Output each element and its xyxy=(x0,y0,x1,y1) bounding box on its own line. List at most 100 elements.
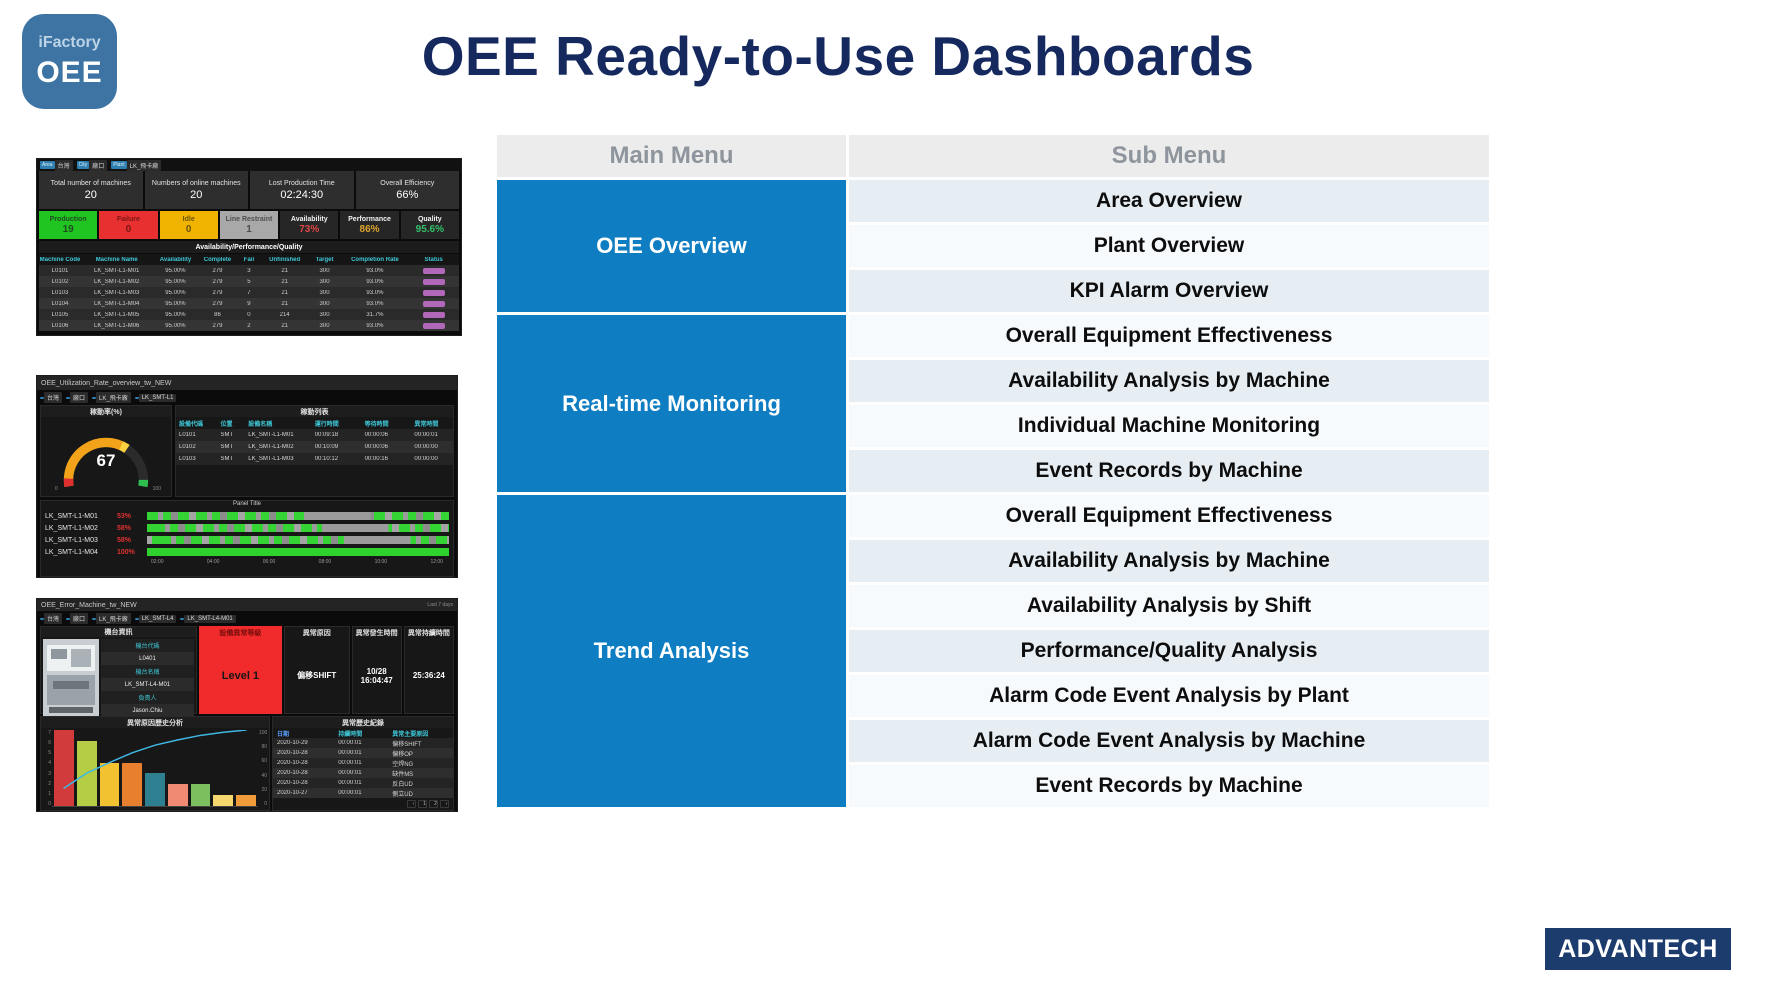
table-body: 2020-10-29 00:00:01 偏移SHIFT 2020-10-28 0… xyxy=(273,738,453,798)
field-label: 機台名稱 xyxy=(101,665,194,678)
alarm-level-panel: 設備異常等級 Level 1 xyxy=(198,626,282,714)
field-label: 負責人 xyxy=(101,691,194,704)
dashboard2-titlebar: OEE_Utilization_Rate_overview_tw_NEW xyxy=(37,376,457,390)
dashboard3-titlebar: OEE_Error_Machine_tw_NEW Last 7 days xyxy=(37,599,457,611)
filter-dropdown[interactable]: 台灣 xyxy=(40,613,63,624)
list-title: 稼動列表 xyxy=(176,406,453,417)
filter-dropdown[interactable]: Plant LK_飛卡廠 xyxy=(111,159,162,171)
filter-dropdown[interactable]: City 廠口 xyxy=(76,159,108,171)
table-row: L0105 LK_SMT-L1-M05 95.00% 86 0 214 300 … xyxy=(39,309,459,320)
timeline-bar xyxy=(147,512,449,520)
timeline-bar xyxy=(147,536,449,544)
pareto-bar xyxy=(190,784,211,806)
status-badge xyxy=(422,300,445,307)
page-button[interactable]: › xyxy=(440,800,449,808)
table-header-row: Machine Code Machine Name Availability C… xyxy=(39,254,459,265)
kpi-total-machines: Total number of machines 20 xyxy=(39,171,143,209)
utilization-pct: 53% xyxy=(117,512,132,520)
dashboard1-machine-table: Machine Code Machine Name Availability C… xyxy=(39,254,459,335)
filter-dropdown[interactable]: LK_飛卡廠 xyxy=(92,613,131,624)
tile-line-restraint: Line Restraint 1 xyxy=(219,211,279,239)
sub-menu-item: Event Records by Machine xyxy=(849,450,1489,492)
pareto-bar xyxy=(213,795,234,806)
dashboard2-title: OEE_Utilization_Rate_overview_tw_NEW xyxy=(41,379,172,387)
gauge-min: 0 xyxy=(55,486,58,492)
menu-table: Main Menu Sub Menu OEE Overview Area Ove… xyxy=(497,135,1489,810)
machine-info-fields: 機台代碼 L0401 機台名稱 LK_SMT-L4-M01 負責人 Jason.… xyxy=(101,639,194,717)
utilization-gauge-panel: 稼動率(%) 67 0 100 xyxy=(40,405,172,497)
machine-info-title: 機台資訊 xyxy=(41,627,196,637)
sub-menu-item: Area Overview xyxy=(849,180,1489,222)
page-button[interactable]: ‹ xyxy=(407,800,416,808)
tile-quality: Quality 95.6% xyxy=(400,211,459,239)
filter-value: 台灣 xyxy=(44,613,63,624)
alarm-duration-value: 25:36:24 xyxy=(412,671,445,680)
table-row: L0102 LK_SMT-L1-M02 95.00% 279 5 21 300 … xyxy=(39,276,459,287)
field-value: Jason.Chiu xyxy=(101,704,194,717)
table-row: 2020-10-27 00:00:01 側立UD xyxy=(273,788,453,798)
table-body: L0101 SMT LK_SMT-L1-M01 00:09:18 00:00:0… xyxy=(176,429,453,465)
utilization-pct: 58% xyxy=(117,524,132,532)
advantech-logo-text: ADVANTECH xyxy=(1558,934,1718,963)
status-badge xyxy=(422,278,445,285)
page-button[interactable]: 1 xyxy=(418,800,427,808)
table-row: L0103 LK_SMT-L1-M03 95.00% 279 7 21 300 … xyxy=(39,287,459,298)
pareto-bar xyxy=(145,773,165,806)
pareto-bar xyxy=(122,762,143,806)
kpi-online-machines: Numbers of online machines 20 xyxy=(144,171,248,209)
page-button[interactable]: 2 xyxy=(429,800,438,808)
pareto-bar xyxy=(99,762,120,806)
tile-idle: Idle 0 xyxy=(159,211,218,239)
filter-dropdown[interactable]: 廠口 xyxy=(66,392,89,403)
filter-tag xyxy=(66,617,71,620)
sub-menu-header: Sub Menu xyxy=(849,135,1489,177)
tile-performance: Performance 86% xyxy=(340,211,399,239)
machine-name: LK_SMT-L1-M03 xyxy=(45,536,98,544)
gauge-title: 稼動率(%) xyxy=(41,406,171,417)
dashboard2-filterbar: 台灣 廠口 LK_飛卡廠 LK_SMT-L1 xyxy=(37,390,457,405)
table-row: 2020-10-28 00:00:01 反白UD xyxy=(273,778,453,788)
time-axis-label: 04:00 xyxy=(206,559,220,565)
timeline-rows: LK_SMT-L1-M01 53% LK_SMT-L1-M02 58% LK_S… xyxy=(41,510,453,558)
dashboard-error-machine-screenshot: OEE_Error_Machine_tw_NEW Last 7 days 台灣 … xyxy=(36,598,458,812)
time-range-label[interactable]: Last 7 days xyxy=(427,602,453,608)
menu-group-oee-overview: OEE Overview Area Overview Plant Overview… xyxy=(497,180,1489,315)
filter-dropdown[interactable]: LK_SMT-L1 xyxy=(134,393,177,402)
advantech-logo: ADVANTECH xyxy=(1545,928,1731,970)
filter-dropdown[interactable]: Area 台灣 xyxy=(40,159,73,171)
table-row: L0102 SMT LK_SMT-L1-M02 00:10:09 00:00:0… xyxy=(176,441,453,453)
sub-menu-item: Availability Analysis by Machine xyxy=(849,360,1489,402)
filter-tag xyxy=(180,617,185,620)
ifactory-oee-logo: iFactory OEE xyxy=(22,14,117,109)
dashboard1-status-row: Production 19 Failure 0 Idle 0 Line Rest… xyxy=(37,209,461,241)
cumulative-line xyxy=(52,730,258,806)
table-row: 2020-10-28 00:00:01 缺件MS xyxy=(273,768,453,778)
machine-info-panel: 機台資訊 機台代碼 L0401 xyxy=(40,626,197,717)
filter-tag xyxy=(134,396,139,399)
gauge-value: 67 xyxy=(96,451,116,470)
filter-dropdown[interactable]: LK_SMT-L4-M01 xyxy=(180,614,236,623)
time-axis-label: 02:00 xyxy=(151,559,164,565)
filter-tag xyxy=(40,396,44,399)
filter-value: 廠口 xyxy=(70,613,89,624)
tile-availability: Availability 73% xyxy=(280,211,339,239)
filter-value: LK_飛卡廠 xyxy=(96,392,131,403)
filter-dropdown[interactable]: 台灣 xyxy=(40,392,63,403)
main-menu-cell: Trend Analysis xyxy=(497,495,846,807)
filter-dropdown[interactable]: LK_SMT-L4 xyxy=(134,614,177,623)
sub-menu-item: Event Records by Machine xyxy=(849,765,1489,807)
sub-menu-item: Alarm Code Event Analysis by Machine xyxy=(849,720,1489,762)
filter-value: LK_SMT-L4-M01 xyxy=(184,614,236,623)
kpi-lost-production-time: Lost Production Time 02:24:30 xyxy=(250,171,354,209)
table-header-row: 設備代碼 位置 設備名稱 運行時間 等待時間 異常時間 xyxy=(179,421,439,428)
menu-group-real-time-monitoring: Real-time Monitoring Overall Equipment E… xyxy=(497,315,1489,495)
main-menu-header: Main Menu xyxy=(497,135,846,177)
filter-dropdown[interactable]: 廠口 xyxy=(66,613,89,624)
utilization-pct: 100% xyxy=(117,548,135,556)
filter-dropdown[interactable]: LK_飛卡廠 xyxy=(92,392,131,403)
table-body: L0101 LK_SMT-L1-M01 95.00% 279 3 21 300 … xyxy=(39,265,459,331)
alarm-cause-panel: 異常原因 偏移SHIFT xyxy=(283,626,350,714)
sub-menu-rows: Overall Equipment Effectiveness Availabil… xyxy=(849,315,1489,495)
